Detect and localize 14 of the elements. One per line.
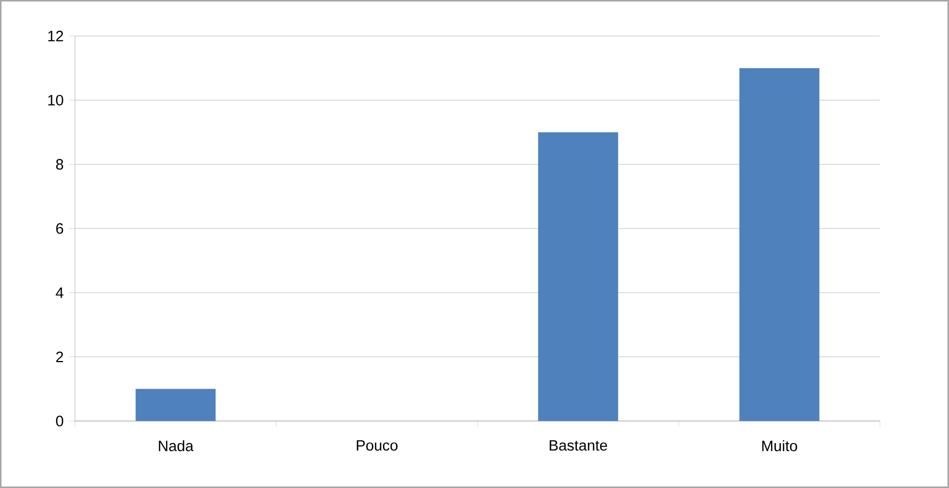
x-tick-label: Bastante (550, 440, 608, 451)
bar (538, 132, 618, 421)
y-tick-label: 8 (56, 159, 64, 170)
x-tick-label: Nada (158, 440, 194, 452)
y-tick-label: 0 (56, 416, 64, 426)
bar (136, 388, 216, 421)
y-tick-label: 6 (56, 223, 64, 234)
y-tick-label: 12 (48, 30, 64, 42)
y-tick-label: 10 (48, 94, 64, 106)
bar (739, 68, 820, 421)
y-tick-label: 4 (56, 288, 64, 298)
x-tick-label: Pouco (356, 440, 398, 451)
y-tick-label: 2 (56, 352, 64, 362)
x-tick-label: Muito (762, 440, 798, 452)
